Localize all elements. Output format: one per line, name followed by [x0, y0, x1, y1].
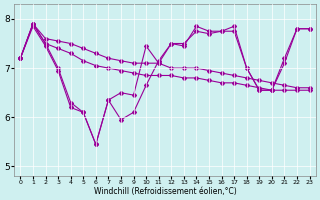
- X-axis label: Windchill (Refroidissement éolien,°C): Windchill (Refroidissement éolien,°C): [93, 187, 236, 196]
